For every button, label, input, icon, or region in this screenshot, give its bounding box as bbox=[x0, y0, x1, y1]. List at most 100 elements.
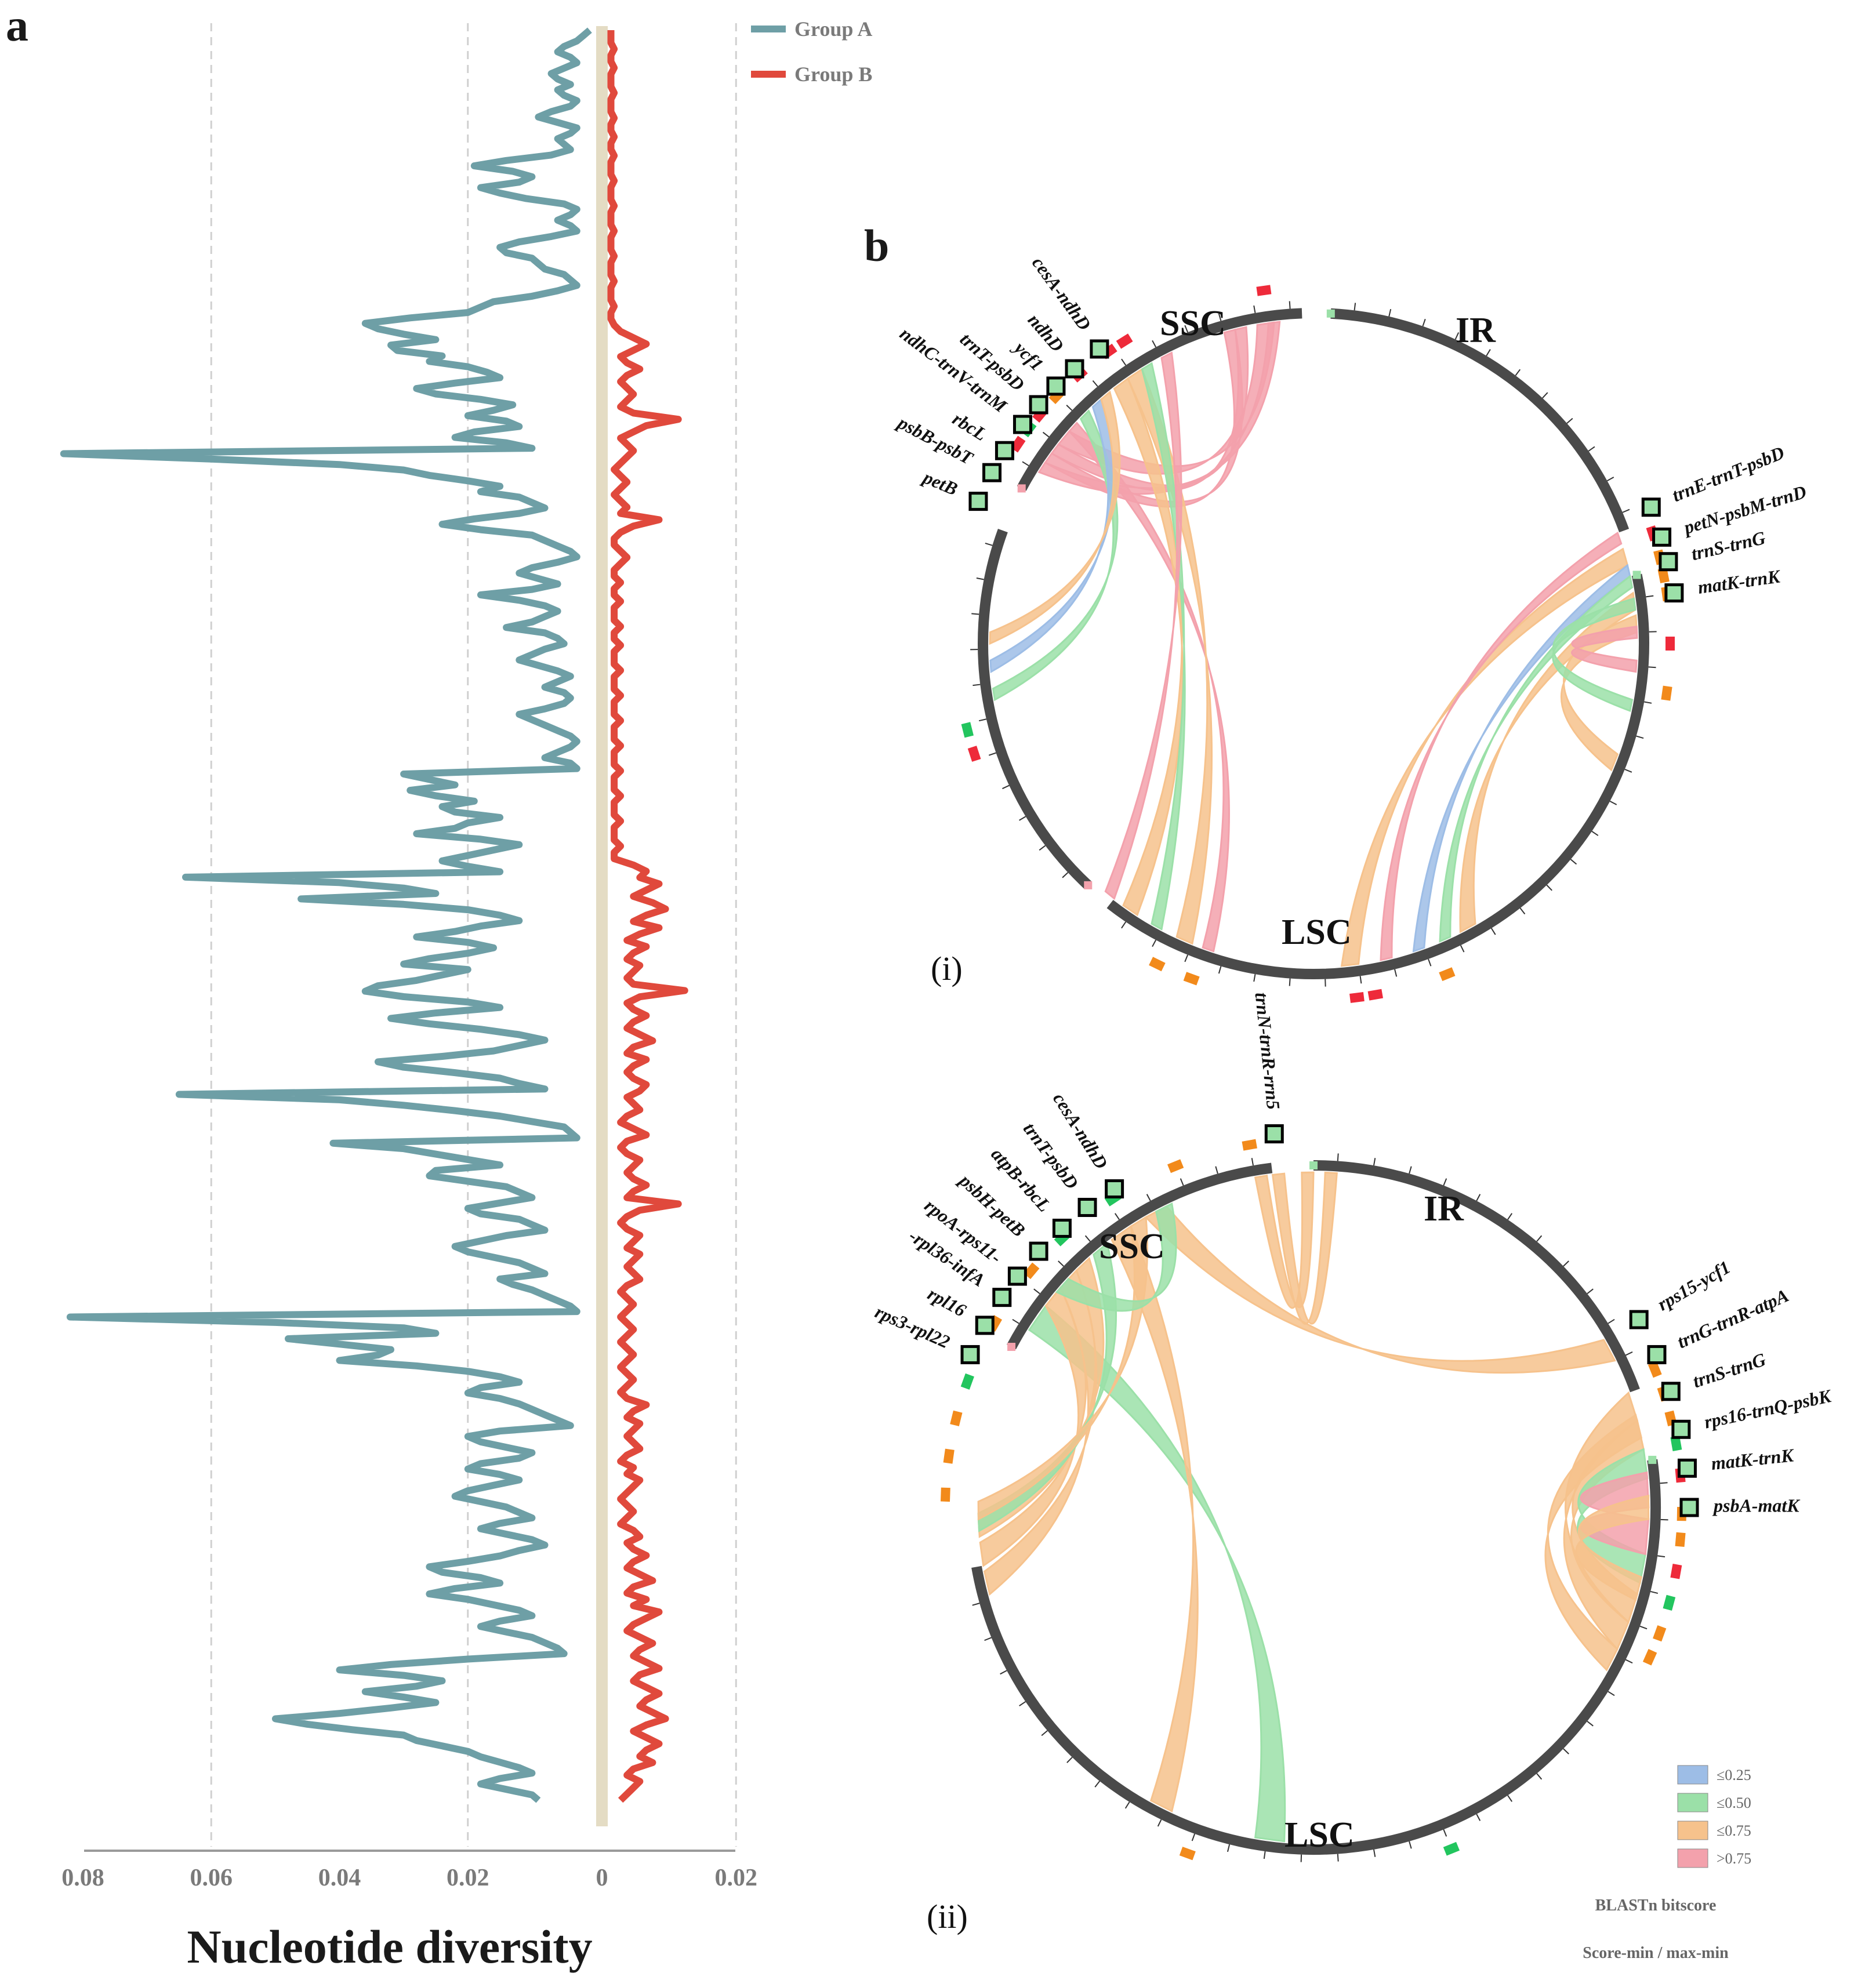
scale-tick bbox=[1588, 446, 1595, 452]
genome-segment-arc bbox=[1106, 573, 1649, 979]
variation-marker bbox=[1648, 1361, 1662, 1378]
scale-tick bbox=[1428, 958, 1432, 967]
blast-legend-swatch bbox=[1677, 1765, 1708, 1785]
scale-tick bbox=[1536, 1235, 1543, 1242]
scale-tick bbox=[1644, 701, 1652, 704]
scale-tick bbox=[1536, 1773, 1543, 1780]
variation-marker bbox=[1149, 957, 1166, 972]
similarity-ribbon bbox=[1028, 1304, 1286, 1843]
scale-tick bbox=[978, 718, 987, 722]
x-tick-label: 0.08 bbox=[61, 1865, 104, 1891]
scale-tick bbox=[1591, 830, 1599, 836]
variation-marker bbox=[940, 1487, 950, 1502]
gene-box-icon bbox=[1029, 1241, 1048, 1261]
scale-tick bbox=[1609, 800, 1617, 805]
gene-box-icon bbox=[982, 463, 1002, 482]
variation-marker bbox=[961, 722, 974, 738]
scale-tick bbox=[1058, 1260, 1064, 1267]
scale-tick bbox=[1157, 1819, 1162, 1827]
scale-tick bbox=[1566, 417, 1573, 424]
scale-tick bbox=[1587, 1720, 1594, 1727]
blast-legend-label: >0.75 bbox=[1717, 1850, 1751, 1867]
scale-tick bbox=[1062, 872, 1069, 878]
scale-tick bbox=[988, 752, 996, 756]
scale-tick bbox=[1490, 928, 1496, 935]
blast-legend-subtitle: Score-min / max-min bbox=[1583, 1944, 1729, 1962]
scale-tick bbox=[1084, 1235, 1091, 1242]
blast-legend-label: ≤0.25 bbox=[1717, 1767, 1751, 1783]
scale-tick bbox=[1646, 595, 1654, 598]
gene-label: rpl16 bbox=[924, 1283, 970, 1321]
scale-tick bbox=[1359, 976, 1362, 984]
variation-marker bbox=[1443, 1841, 1460, 1856]
variation-marker bbox=[967, 746, 981, 762]
legend-group-b: Group B bbox=[751, 63, 872, 86]
scale-tick bbox=[1218, 313, 1222, 321]
legend-group-a: Group A bbox=[751, 17, 872, 41]
region-lsc-i: LSC bbox=[1282, 913, 1352, 952]
x-axis-ticks: 0.08 0.06 0.04 0.02 0 0.02 bbox=[61, 1865, 757, 1891]
similarity-ribbon bbox=[989, 390, 1121, 645]
scale-tick bbox=[1606, 477, 1614, 482]
scale-tick bbox=[1215, 1166, 1218, 1174]
similarity-ribbon bbox=[1439, 575, 1634, 943]
scale-tick bbox=[1041, 1730, 1048, 1736]
gene-box-icon bbox=[1029, 395, 1048, 415]
scale-tick bbox=[1570, 859, 1577, 865]
scale-tick bbox=[1191, 1833, 1196, 1841]
gene-label: petB bbox=[919, 466, 960, 499]
scale-tick bbox=[1251, 1158, 1254, 1166]
scale-tick bbox=[1033, 1288, 1040, 1295]
gene-box-icon bbox=[1013, 415, 1032, 434]
similarity-ribbon bbox=[992, 409, 1119, 702]
blast-legend-swatch bbox=[1677, 1848, 1708, 1868]
genome-segment-arc bbox=[1313, 1160, 1640, 1393]
scale-tick bbox=[971, 613, 979, 615]
scale-tick bbox=[1022, 461, 1029, 467]
region-ssc-i: SSC bbox=[1160, 304, 1226, 343]
segment-end-marker bbox=[1309, 1161, 1318, 1169]
genome-segment-arc bbox=[1007, 1162, 1273, 1350]
gene-box-icon bbox=[995, 441, 1014, 460]
x-tick-label: 0.02 bbox=[715, 1865, 758, 1891]
variation-marker bbox=[1670, 1436, 1682, 1451]
scale-tick bbox=[1373, 1158, 1376, 1166]
scale-tick bbox=[1625, 1351, 1633, 1356]
scale-tick bbox=[1184, 325, 1189, 333]
region-ir-ii: IR bbox=[1424, 1189, 1464, 1229]
genome-segment-arc bbox=[1330, 308, 1630, 533]
scale-tick bbox=[1476, 1814, 1481, 1821]
variation-marker bbox=[1439, 967, 1456, 982]
scale-tick bbox=[1507, 1213, 1513, 1220]
variation-marker bbox=[1642, 1649, 1657, 1666]
similarity-ribbon bbox=[1552, 597, 1636, 713]
scale-tick bbox=[1542, 392, 1548, 399]
scale-tick bbox=[1012, 1318, 1019, 1324]
scale-tick bbox=[1608, 1318, 1615, 1324]
genome-segment-arc bbox=[978, 528, 1092, 889]
scale-tick bbox=[1650, 1590, 1659, 1594]
gene-box-icon bbox=[1105, 1179, 1124, 1198]
variation-marker bbox=[1349, 992, 1365, 1003]
x-tick-label: 0.02 bbox=[447, 1865, 489, 1891]
variation-marker bbox=[960, 1373, 974, 1390]
gene-box-icon bbox=[968, 492, 988, 511]
scale-tick bbox=[1657, 1555, 1665, 1558]
scale-tick bbox=[1092, 380, 1098, 387]
scale-tick bbox=[1146, 1194, 1151, 1201]
scale-tick bbox=[1218, 966, 1222, 974]
similarity-ribbon bbox=[1271, 1171, 1338, 1325]
scale-tick bbox=[976, 577, 984, 580]
segment-end-marker bbox=[1632, 571, 1641, 579]
scale-tick bbox=[1622, 508, 1630, 513]
scale-tick bbox=[1042, 431, 1050, 438]
panel-b-diagram: b cesA-ndhDndhDycf1trnT-psbDndhC-trnV-tr… bbox=[864, 220, 1834, 1962]
variation-marker bbox=[1663, 1594, 1676, 1611]
variation-marker bbox=[1256, 285, 1272, 296]
scale-tick bbox=[1227, 1844, 1231, 1852]
sublabel-i: (i) bbox=[931, 950, 963, 987]
genome-segment-arc bbox=[971, 1459, 1661, 1855]
variation-marker bbox=[1116, 333, 1133, 349]
variation-marker bbox=[1670, 1564, 1682, 1579]
gene-box-icon bbox=[1046, 376, 1066, 396]
